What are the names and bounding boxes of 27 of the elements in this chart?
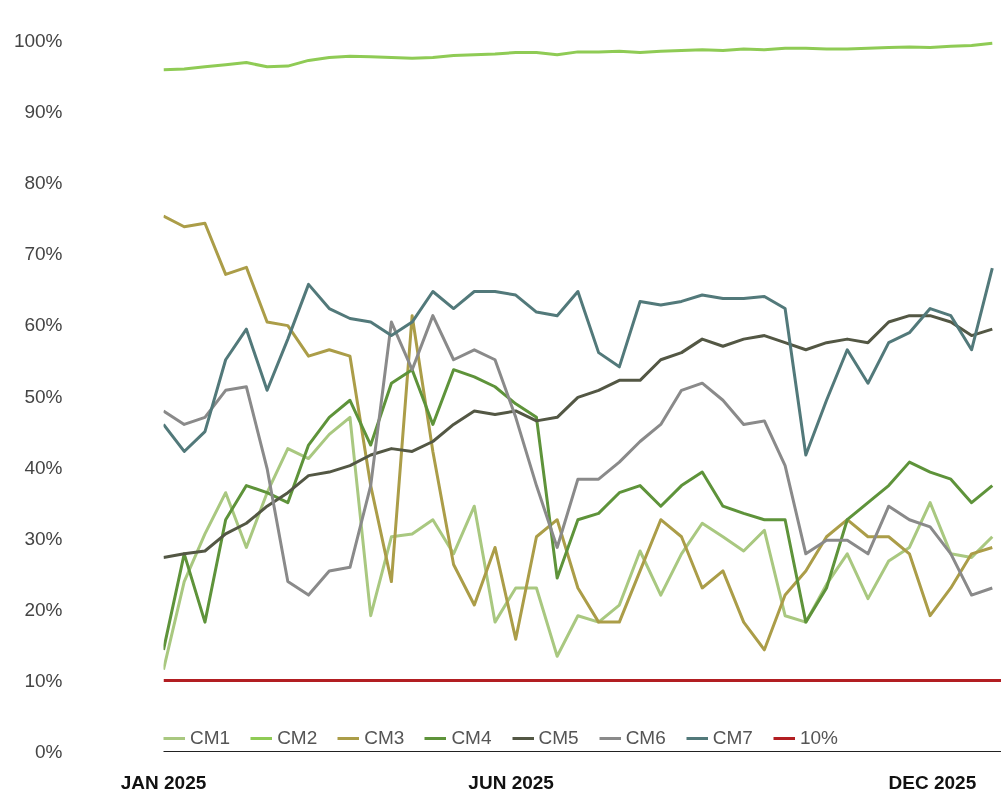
legend-label: 10% bbox=[799, 727, 838, 749]
legend-label: CM4 bbox=[451, 727, 492, 749]
y-tick-label: 60% bbox=[24, 314, 63, 336]
line-series bbox=[163, 368, 994, 652]
line-series bbox=[163, 415, 994, 672]
x-tick-label: JAN 2025 bbox=[120, 771, 207, 793]
y-tick-label: 70% bbox=[24, 243, 63, 265]
legend-label: CM6 bbox=[625, 727, 666, 749]
y-tick-label: 100% bbox=[13, 30, 63, 51]
legend-label: CM3 bbox=[364, 727, 405, 749]
x-tick-label: DEC 2025 bbox=[888, 771, 977, 793]
y-tick-label: 10% bbox=[24, 669, 63, 691]
legend-label: CM5 bbox=[538, 727, 579, 749]
y-tick-label: 20% bbox=[24, 598, 63, 620]
y-tick-label: 0% bbox=[35, 741, 63, 762]
x-tick-label: JUN 2025 bbox=[468, 771, 555, 793]
legend-label: CM1 bbox=[190, 727, 231, 749]
line-series bbox=[163, 214, 994, 652]
y-tick-label: 80% bbox=[24, 172, 63, 194]
y-tick-label: 30% bbox=[24, 527, 63, 549]
line-series bbox=[163, 41, 994, 72]
y-tick-label: 90% bbox=[24, 101, 63, 123]
legend-label: CM7 bbox=[712, 727, 753, 749]
y-tick-label: 40% bbox=[24, 456, 63, 478]
line-series bbox=[163, 266, 994, 457]
legend-label: CM2 bbox=[277, 727, 318, 749]
y-tick-label: 50% bbox=[24, 385, 63, 407]
